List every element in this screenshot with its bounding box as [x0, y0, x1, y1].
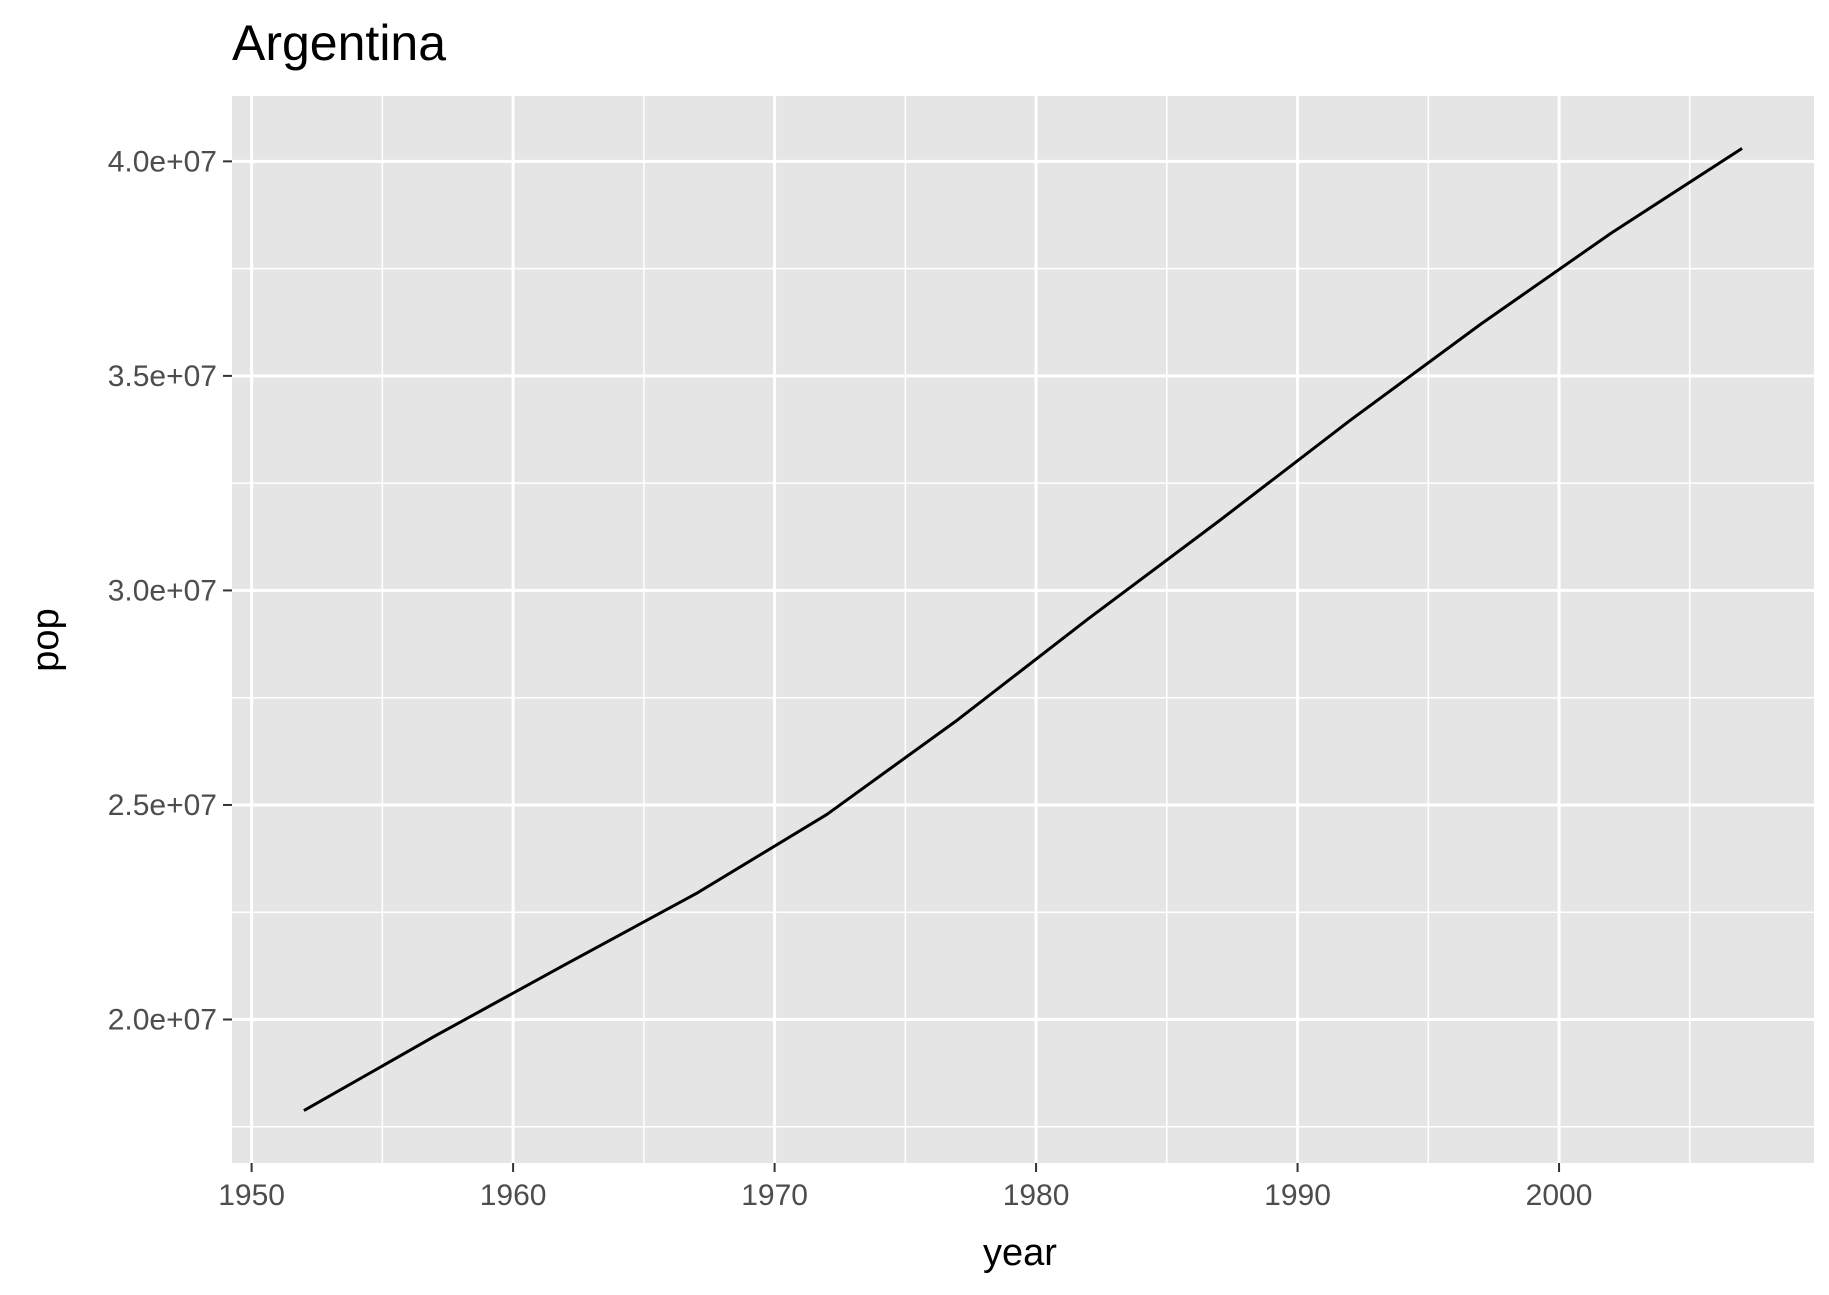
- y-tick-label: 2.5e+07: [108, 789, 217, 822]
- y-tick-label: 2.0e+07: [108, 1004, 217, 1037]
- y-tick-label: 4.0e+07: [108, 145, 217, 178]
- x-tick-label: 1980: [1003, 1179, 1070, 1212]
- chart-title: Argentina: [232, 15, 446, 71]
- y-axis-title: pop: [25, 608, 67, 671]
- x-tick-label: 1950: [218, 1179, 285, 1212]
- x-tick-label: 1960: [480, 1179, 547, 1212]
- x-tick-label: 1970: [741, 1179, 808, 1212]
- y-tick-label: 3.0e+07: [108, 574, 217, 607]
- y-tick-label: 3.5e+07: [108, 360, 217, 393]
- x-tick-label: 1990: [1264, 1179, 1331, 1212]
- x-axis-title: year: [983, 1232, 1057, 1274]
- x-tick-label: 2000: [1526, 1179, 1593, 1212]
- series-line-0: [303, 147, 1743, 1112]
